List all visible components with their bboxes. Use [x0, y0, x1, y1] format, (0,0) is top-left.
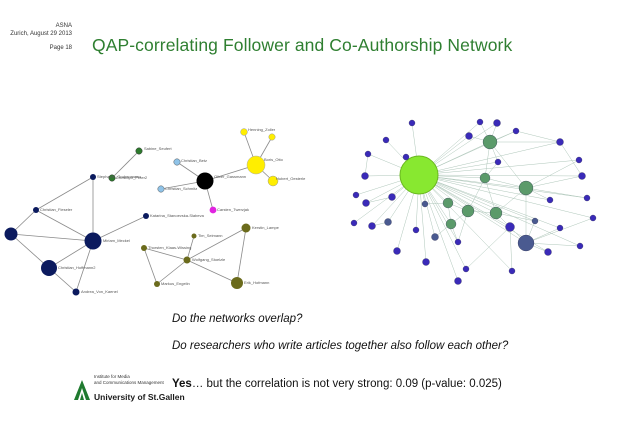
coauthor-node	[465, 132, 473, 140]
coauthor-node	[442, 197, 454, 209]
question-follow: Do researchers who write articles togeth…	[172, 340, 509, 352]
institute-name: Institute for Media and Communications M…	[94, 374, 164, 385]
coauthor-node	[362, 199, 370, 207]
coauthor-node	[445, 218, 457, 230]
follower-nodes	[4, 128, 279, 296]
label-christian-betz: Christian_Betz	[181, 158, 207, 163]
label-thorsten-klaas-wissing: Thorsten_Klaas-Wissing	[148, 245, 191, 250]
label-kerstin-lampe: Kerstin_Lampe	[252, 225, 280, 230]
label-christian-schmitz: Christian_Schmitz	[165, 186, 197, 191]
coauthor-node	[431, 233, 439, 241]
answer-text: Yes… but the correlation is not very str…	[172, 378, 502, 390]
coauthor-node	[361, 172, 369, 180]
university-name: University of St.Gallen	[94, 392, 185, 402]
coauthor-node	[505, 222, 515, 232]
coauthor-node	[352, 191, 360, 199]
label-christoph-peter: Christoph_Peter2	[116, 175, 148, 180]
label-hubert-oesterle: Hubert_Oesterle	[276, 176, 306, 181]
slide-title: QAP-correlating Follower and Co-Authorsh…	[92, 35, 513, 55]
coauthor-node	[364, 150, 372, 158]
coauthor-node	[578, 172, 586, 180]
coauthor-node	[454, 277, 462, 285]
coauthor-node	[589, 214, 597, 222]
coauthor-node	[544, 248, 552, 256]
coauthor-node	[384, 218, 392, 226]
meta-page: Page 18	[49, 45, 72, 51]
label-oliver-gassmann: Oliver_Gassmann	[214, 174, 246, 179]
coauthor-node	[556, 224, 564, 232]
co-authorship-network	[350, 118, 597, 285]
coauthor-node	[388, 193, 396, 201]
coauthor-node	[382, 136, 390, 144]
coauthor-node	[421, 200, 429, 208]
coauthor-node	[576, 242, 584, 250]
coauthor-node	[368, 222, 376, 230]
label-miriam-meckel: Miriam_Meckel	[103, 238, 130, 243]
coauthor-node	[512, 127, 520, 135]
label-christian-hoffmann: Christian_Hoffmann2	[58, 265, 96, 270]
label-henning-zoller: Henning_Zoller	[248, 127, 276, 132]
coauthor-node	[399, 155, 439, 195]
coauthor-node	[482, 134, 498, 150]
follower-network: Sabine_Seufert Christoph_Peter2 Christia…	[4, 127, 306, 296]
university-logo: Institute for Media and Communications M…	[72, 372, 185, 408]
coauthor-node	[422, 258, 430, 266]
coauthor-node	[462, 265, 470, 273]
label-andrea-von-kaenel: Andrea_Von_Kaenel	[81, 289, 118, 294]
coauthor-node	[556, 138, 564, 146]
coauthor-node	[493, 119, 501, 127]
meta-place-date: Zurich, August 29 2013	[10, 31, 72, 37]
coauthor-node	[575, 156, 583, 164]
coauthor-node	[476, 118, 484, 126]
coauthor-node	[408, 119, 416, 127]
coauthor-node	[508, 267, 516, 275]
meta-asna: ASNA	[55, 23, 72, 29]
coauthor-node	[583, 194, 591, 202]
label-wolfgang-stoelzle: Wolfgang_Stoelzle	[192, 257, 226, 262]
coauthor-node	[402, 153, 410, 161]
follower-labels: Sabine_Seufert Christoph_Peter2 Christia…	[40, 127, 306, 294]
label-sabine-seufert: Sabine_Seufert	[144, 146, 172, 151]
label-stephanie-grubenmann: Stephanie_Grubenmann	[97, 174, 141, 179]
answer-yes: Yes	[172, 378, 192, 390]
slide-meta: ASNA Zurich, August 29 2013 Page 18	[0, 22, 72, 52]
coauthor-node	[479, 172, 491, 184]
hsg-crest-icon	[72, 378, 92, 402]
coauthor-node	[454, 238, 462, 246]
coauthor-node	[461, 204, 475, 218]
label-carsten-twerzjak: Carsten_Twerzjak	[217, 207, 249, 212]
label-erik-hofmann: Erik_Hofmann	[244, 280, 269, 285]
label-tim-seimann: Tim_Seimann	[198, 233, 223, 238]
coauthor-node	[393, 247, 401, 255]
answer-detail: … but the correlation is not very strong…	[191, 378, 502, 390]
label-boris-otto: Boris_Otto	[264, 157, 284, 162]
coauthor-node	[350, 219, 358, 227]
coauthor-node	[517, 234, 535, 252]
coauthor-node	[412, 226, 420, 234]
coauthor-node	[518, 180, 534, 196]
coauthor-node	[489, 206, 503, 220]
coauthor-node	[494, 158, 502, 166]
label-christian-fieseler: Christian_Fieseler	[40, 207, 73, 212]
label-katarina-stanoevska: Katarina_Stanoevska-Slabeva	[150, 213, 205, 218]
question-overlap: Do the networks overlap?	[172, 313, 303, 325]
label-markus-engelin: Markus_Engelin	[161, 281, 190, 286]
coauthor-node	[546, 196, 554, 204]
coauthor-node	[531, 217, 539, 225]
